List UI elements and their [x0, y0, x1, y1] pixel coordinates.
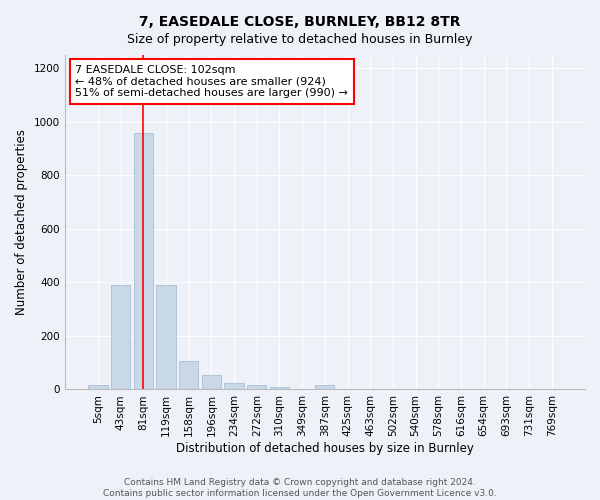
Bar: [224, 383, 244, 390]
Text: 7, EASEDALE CLOSE, BURNLEY, BB12 8TR: 7, EASEDALE CLOSE, BURNLEY, BB12 8TR: [139, 15, 461, 29]
Bar: [315, 386, 334, 390]
Bar: [88, 386, 107, 390]
Bar: [179, 362, 199, 390]
Text: 7 EASEDALE CLOSE: 102sqm
← 48% of detached houses are smaller (924)
51% of semi-: 7 EASEDALE CLOSE: 102sqm ← 48% of detach…: [75, 65, 348, 98]
Bar: [157, 285, 176, 390]
Title: 7, EASEDALE CLOSE, BURNLEY, BB12 8TR
Size of property relative to detached house: 7, EASEDALE CLOSE, BURNLEY, BB12 8TR Siz…: [0, 499, 1, 500]
Bar: [202, 374, 221, 390]
Y-axis label: Number of detached properties: Number of detached properties: [15, 129, 28, 315]
Bar: [247, 386, 266, 390]
Bar: [134, 132, 153, 390]
Text: Contains HM Land Registry data © Crown copyright and database right 2024.
Contai: Contains HM Land Registry data © Crown c…: [103, 478, 497, 498]
X-axis label: Distribution of detached houses by size in Burnley: Distribution of detached houses by size …: [176, 442, 474, 455]
Text: Size of property relative to detached houses in Burnley: Size of property relative to detached ho…: [127, 32, 473, 46]
Bar: [270, 387, 289, 390]
Bar: [111, 285, 130, 390]
